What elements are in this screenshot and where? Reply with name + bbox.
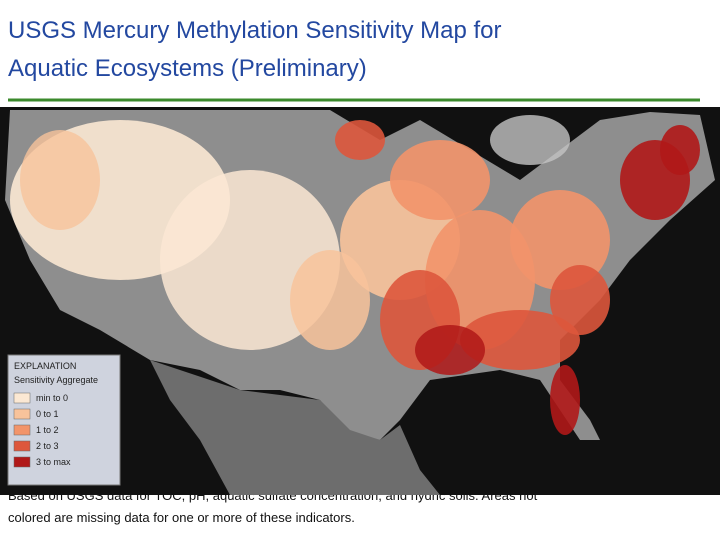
legend-subtitle: Sensitivity Aggregate: [14, 375, 98, 385]
sensitivity-areas: [10, 115, 700, 435]
legend-swatch: [13, 440, 31, 452]
legend-swatch: [13, 456, 31, 468]
legend-label: min to 0: [36, 393, 68, 403]
caption-line: colored are missing data for one or more…: [8, 510, 355, 525]
mexico: [150, 360, 440, 495]
legend-label: 1 to 2: [36, 425, 59, 435]
legend-label: 0 to 1: [36, 409, 59, 419]
map: [0, 107, 720, 495]
legend-swatch: [13, 424, 31, 436]
legend-title: EXPLANATION: [14, 361, 76, 371]
legend-label: 3 to max: [36, 457, 71, 467]
legend-label: 2 to 3: [36, 441, 59, 451]
legend-swatch: [13, 408, 31, 420]
title-line: USGS Mercury Methylation Sensitivity Map…: [8, 17, 502, 44]
legend: EXPLANATION Sensitivity Aggregate min to…: [7, 354, 121, 486]
title-line: Aquatic Ecosystems (Preliminary): [8, 55, 367, 82]
legend-swatch: [13, 392, 31, 404]
